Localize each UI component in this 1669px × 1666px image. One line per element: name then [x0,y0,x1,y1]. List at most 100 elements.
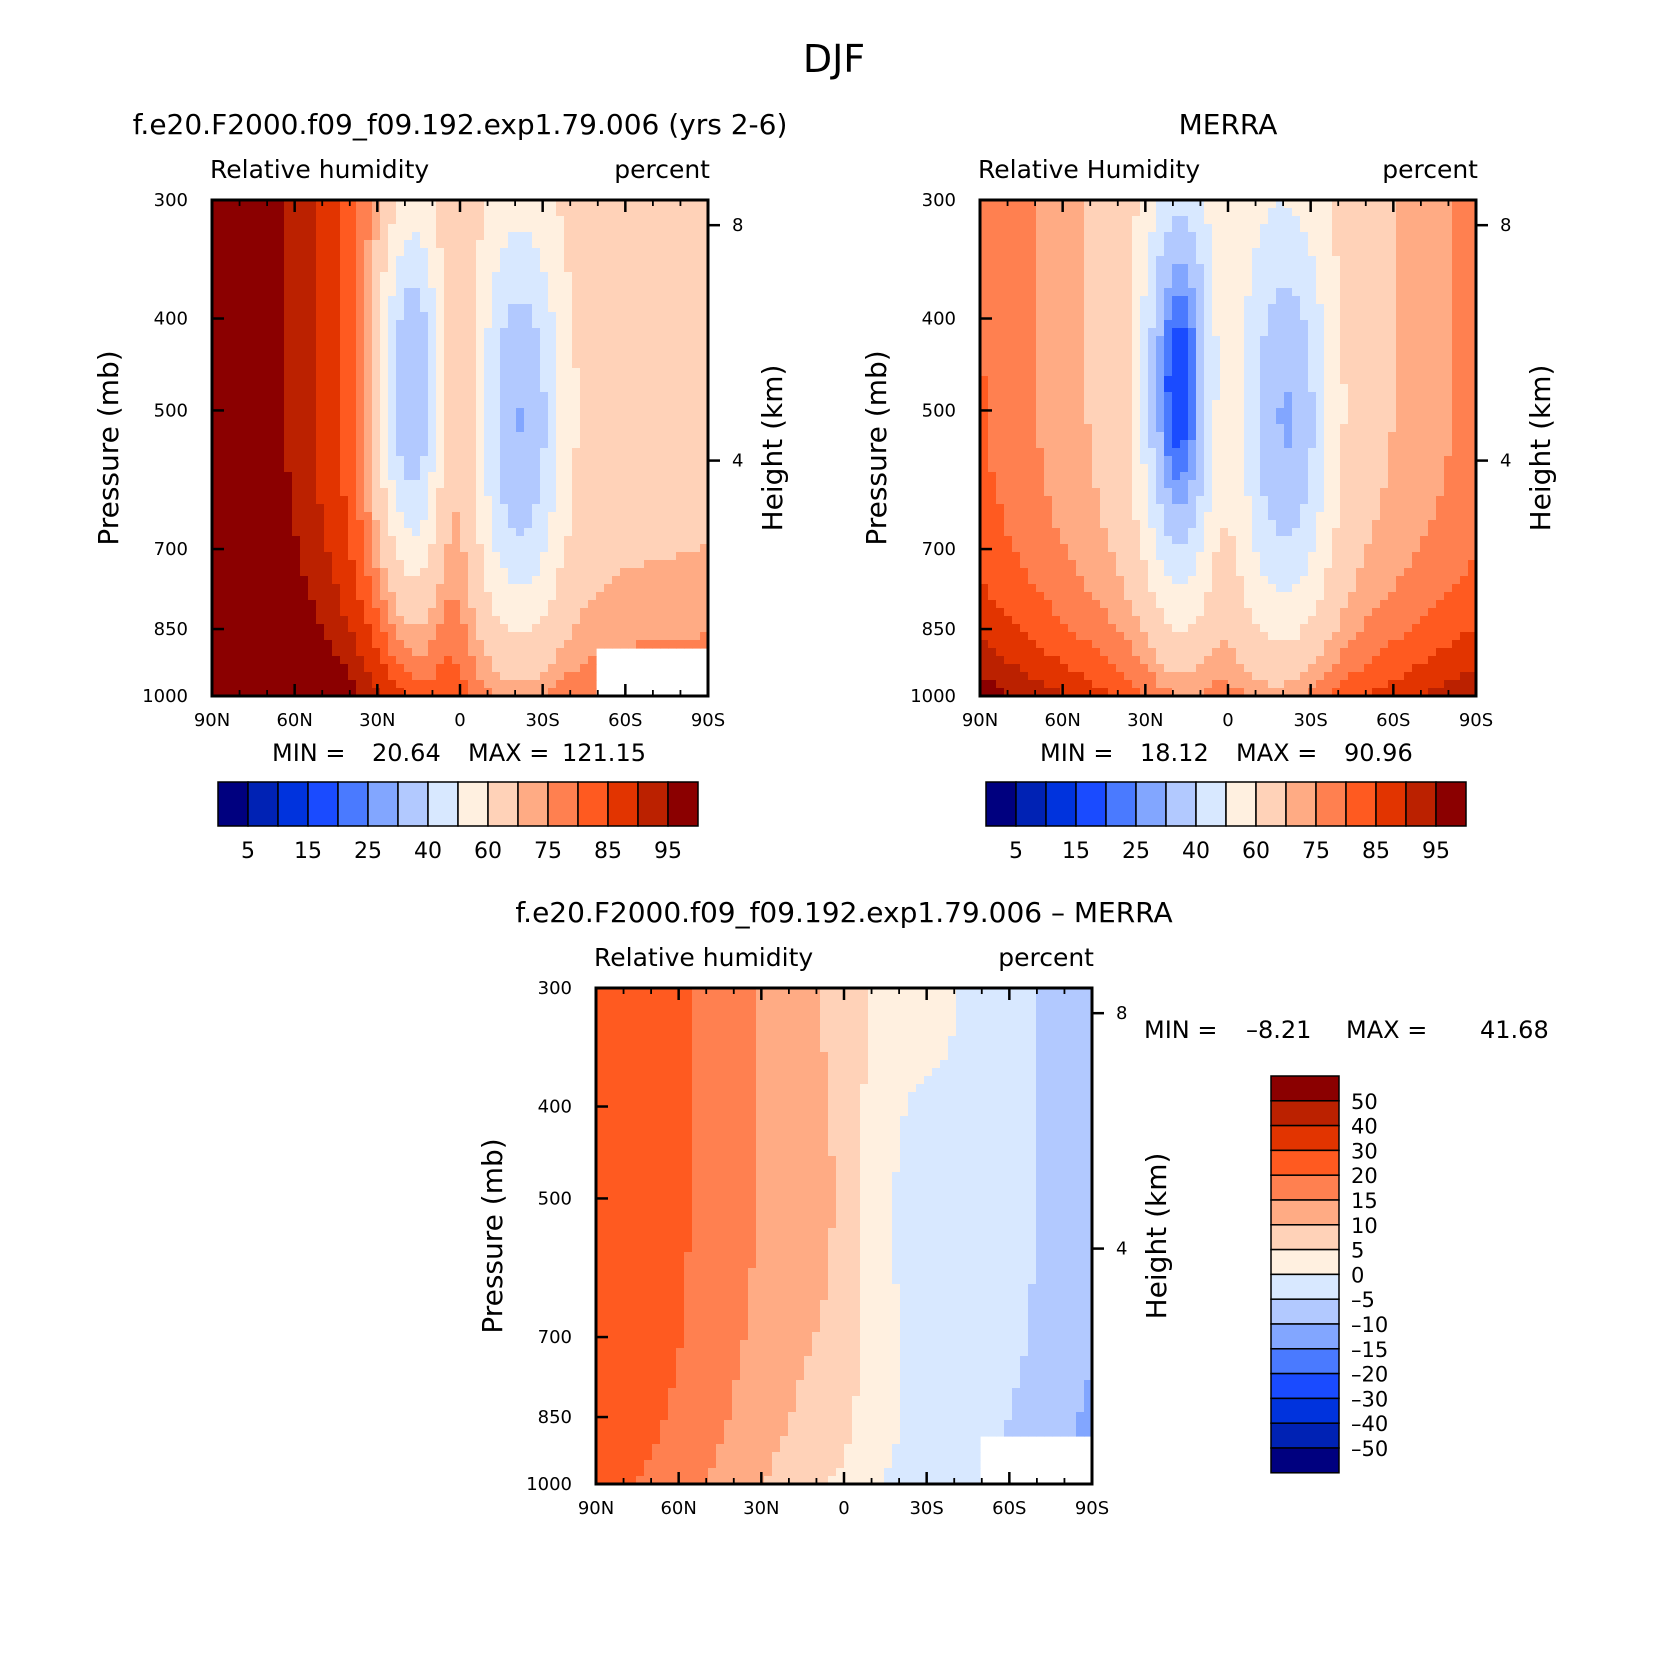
contour-cell [348,384,357,393]
contour-cell [548,584,557,593]
contour-cell [1292,304,1301,313]
contour-cell [588,648,597,657]
contour-cell [548,272,557,281]
contour-cell [676,480,685,489]
contour-cell [308,648,317,657]
contour-cell [268,440,277,449]
contour-cell [420,240,429,249]
contour-cell [596,224,605,233]
contour-cell [1236,224,1245,233]
contour-cell [404,552,413,561]
contour-cell [1068,216,1077,225]
contour-cell [252,528,261,537]
contour-cell [300,456,309,465]
contour-cell [220,416,229,425]
contour-cell [460,264,469,273]
contour-cell [356,544,365,553]
contour-cell [620,608,629,617]
contour-cell [524,384,533,393]
contour-cell [636,232,645,241]
contour-cell [468,208,477,217]
contour-cell [412,552,421,561]
contour-cell [1284,280,1293,289]
contour-cell [212,584,221,593]
contour-cell [596,600,605,609]
contour-cell [1212,288,1221,297]
contour-cell [524,280,533,289]
contour-cell [260,280,269,289]
contour-cell [1148,288,1157,297]
contour-cell [532,320,541,329]
contour-cell [244,672,253,681]
contour-cell [516,208,525,217]
contour-cell [324,400,333,409]
contour-cell [636,304,645,313]
contour-cell [516,664,525,673]
contour-cell [516,336,525,345]
contour-cell [340,392,349,401]
contour-cell [516,504,525,513]
contour-cell [220,200,229,209]
contour-cell [1460,280,1469,289]
contour-cell [276,224,285,233]
contour-cell [436,216,445,225]
contour-cell [284,264,293,273]
contour-cell [556,552,565,561]
contour-cell [684,544,693,553]
contour-cell [404,256,413,265]
contour-cell [1252,320,1261,329]
contour-cell [572,584,581,593]
contour-cell [348,288,357,297]
contour-cell [428,592,437,601]
contour-cell [1428,312,1437,321]
contour-cell [1260,232,1269,241]
contour-cell [220,560,229,569]
contour-cell [476,304,485,313]
contour-cell [220,520,229,529]
contour-cell [276,600,285,609]
contour-cell [604,616,613,625]
contour-cell [484,328,493,337]
contour-cell [428,472,437,481]
contour-cell [484,288,493,297]
contour-cell [244,560,253,569]
contour-cell [572,400,581,409]
contour-cell [260,400,269,409]
contour-cell [1004,312,1013,321]
contour-cell [236,528,245,537]
contour-cell [364,416,373,425]
contour-cell [540,624,549,633]
contour-cell [1300,208,1309,217]
contour-cell [500,272,509,281]
contour-cell [660,304,669,313]
contour-cell [348,528,357,537]
contour-cell [572,376,581,385]
contour-cell [508,592,517,601]
contour-cell [1212,208,1221,217]
contour-cell [660,248,669,257]
contour-cell [1132,208,1141,217]
contour-cell [532,312,541,321]
contour-cell [676,512,685,521]
contour-cell [1340,272,1349,281]
contour-cell [228,352,237,361]
contour-cell [228,336,237,345]
contour-cell [388,304,397,313]
contour-cell [636,288,645,297]
contour-cell [1452,296,1461,305]
contour-cell [1060,240,1069,249]
contour-cell [1388,328,1397,337]
contour-cell [484,416,493,425]
contour-cell [1084,224,1093,233]
contour-cell [564,632,573,641]
contour-cell [332,544,341,553]
contour-cell [628,616,637,625]
contour-cell [500,680,509,689]
contour-cell [1180,272,1189,281]
contour-cell [636,200,645,209]
contour-cell [260,384,269,393]
contour-cell [1284,248,1293,257]
contour-cell [532,216,541,225]
contour-cell [1340,248,1349,257]
contour-cell [500,560,509,569]
